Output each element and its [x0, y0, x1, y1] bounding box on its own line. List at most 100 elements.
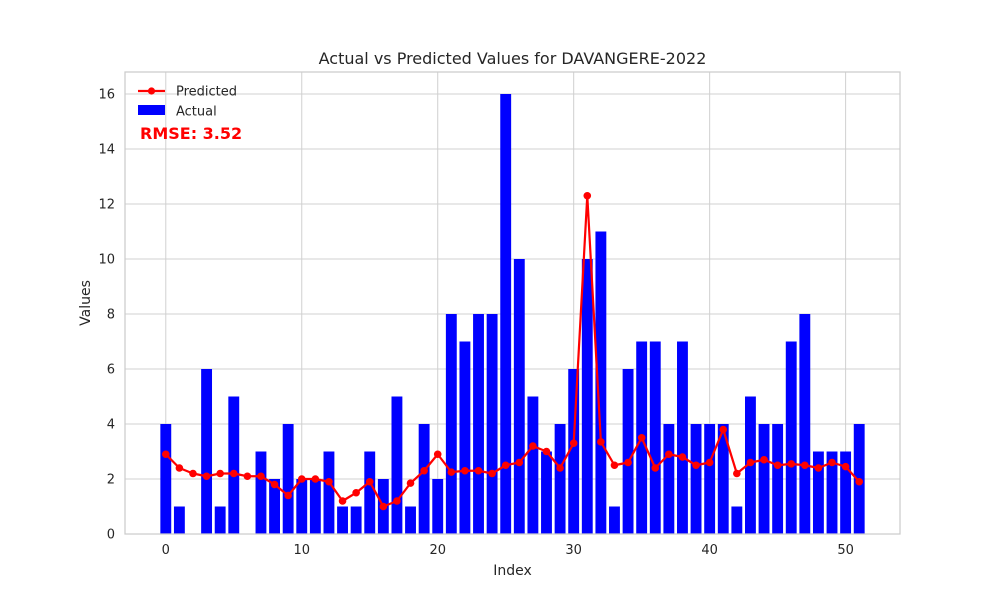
predicted-point — [624, 458, 632, 467]
actual-bar — [609, 506, 620, 534]
predicted-point — [610, 461, 619, 470]
rmse-annotation: RMSE: 3.52 — [140, 124, 242, 143]
predicted-point — [161, 450, 170, 459]
predicted-point — [665, 450, 673, 459]
actual-bar — [255, 451, 267, 534]
chart-title: Actual vs Predicted Values for DAVANGERE… — [319, 49, 707, 68]
actual-bar — [282, 424, 294, 534]
actual-bar — [758, 424, 770, 534]
predicted-point — [814, 464, 823, 472]
predicted-point — [556, 464, 564, 472]
tick-labels: 0 10 20 30 40 50 0 2 4 6 8 10 12 14 16 — [98, 88, 853, 559]
predicted-point — [719, 425, 728, 434]
actual-bar — [228, 396, 240, 534]
plot-frame — [124, 71, 901, 535]
actual-bar — [717, 424, 729, 534]
predicted-point — [311, 475, 320, 483]
predicted-point — [501, 461, 510, 470]
predicted-point — [325, 477, 333, 486]
actual-bar — [785, 341, 797, 534]
predicted-point — [569, 439, 578, 448]
predicted-line-series — [161, 191, 864, 511]
y-axis-label: Values — [78, 280, 94, 326]
predicted-point — [760, 455, 768, 464]
actual-bar — [731, 506, 743, 534]
actual-bar — [296, 479, 308, 534]
actual-bar — [173, 506, 185, 534]
legend-actual-label: Actual — [176, 105, 217, 120]
predicted-point — [257, 472, 265, 481]
predicted-point — [488, 469, 496, 478]
actual-bar — [350, 506, 362, 534]
predicted-point — [746, 458, 755, 467]
actual-bar — [704, 424, 716, 534]
actual-bar — [581, 259, 593, 534]
predicted-point — [352, 488, 360, 497]
actual-bar — [473, 314, 484, 534]
actual-bar — [595, 231, 607, 534]
predicted-point — [461, 466, 469, 475]
legend-predicted-label: Predicted — [176, 85, 237, 100]
predicted-point — [474, 466, 483, 475]
y-tick-label: 12 — [98, 198, 115, 213]
actual-bar — [337, 506, 348, 534]
actual-bar — [214, 506, 226, 534]
actual-bar — [772, 424, 784, 534]
actual-bar — [364, 451, 376, 534]
y-tick-label: 8 — [107, 308, 115, 323]
predicted-point — [692, 461, 700, 470]
predicted-point — [787, 460, 796, 468]
predicted-point — [175, 464, 184, 472]
predicted-point — [801, 461, 809, 470]
predicted-point — [393, 497, 401, 505]
actual-bar — [201, 369, 213, 534]
x-tick-label: 10 — [293, 543, 310, 558]
legend-predicted-marker-icon — [147, 87, 156, 95]
actual-bar — [812, 451, 824, 534]
actual-bar — [690, 424, 702, 534]
predicted-point — [773, 461, 782, 470]
actual-bar — [269, 479, 280, 534]
x-tick-label: 20 — [429, 543, 446, 558]
predicted-point — [447, 468, 456, 476]
actual-bar — [554, 424, 566, 534]
predicted-point — [406, 479, 415, 487]
predicted-line — [165, 194, 861, 508]
y-tick-label: 2 — [107, 473, 115, 488]
actual-bar — [418, 424, 430, 534]
y-tick-label: 14 — [98, 143, 115, 158]
y-tick-label: 10 — [98, 253, 115, 268]
predicted-point — [705, 458, 714, 467]
predicted-point — [284, 491, 292, 500]
legend: Predicted Actual — [138, 85, 237, 120]
actual-bar — [513, 259, 525, 534]
y-tick-label: 16 — [98, 88, 115, 103]
actual-bar — [826, 451, 838, 534]
x-tick-label: 30 — [565, 543, 582, 558]
x-axis-label: Index — [493, 563, 532, 579]
actual-bar — [500, 94, 512, 534]
predicted-point — [270, 480, 279, 489]
predicted-point — [597, 438, 605, 446]
predicted-point — [637, 433, 646, 442]
actual-bar — [486, 314, 498, 534]
predicted-point — [651, 464, 660, 472]
y-tick-label: 4 — [107, 418, 115, 433]
predicted-point — [733, 469, 741, 478]
actual-bar — [840, 451, 852, 534]
actual-bar — [541, 451, 552, 534]
actual-bar — [622, 369, 634, 534]
actual-bar — [799, 314, 811, 534]
predicted-point — [365, 477, 374, 486]
predicted-point — [542, 447, 551, 456]
predicted-point — [515, 458, 524, 467]
actual-bar — [459, 341, 471, 534]
predicted-point — [841, 462, 850, 471]
legend-actual-swatch-icon — [138, 105, 165, 115]
actual-bar — [323, 451, 335, 534]
predicted-point — [229, 469, 238, 478]
actual-bar — [445, 314, 457, 534]
x-tick-label: 50 — [837, 543, 854, 558]
